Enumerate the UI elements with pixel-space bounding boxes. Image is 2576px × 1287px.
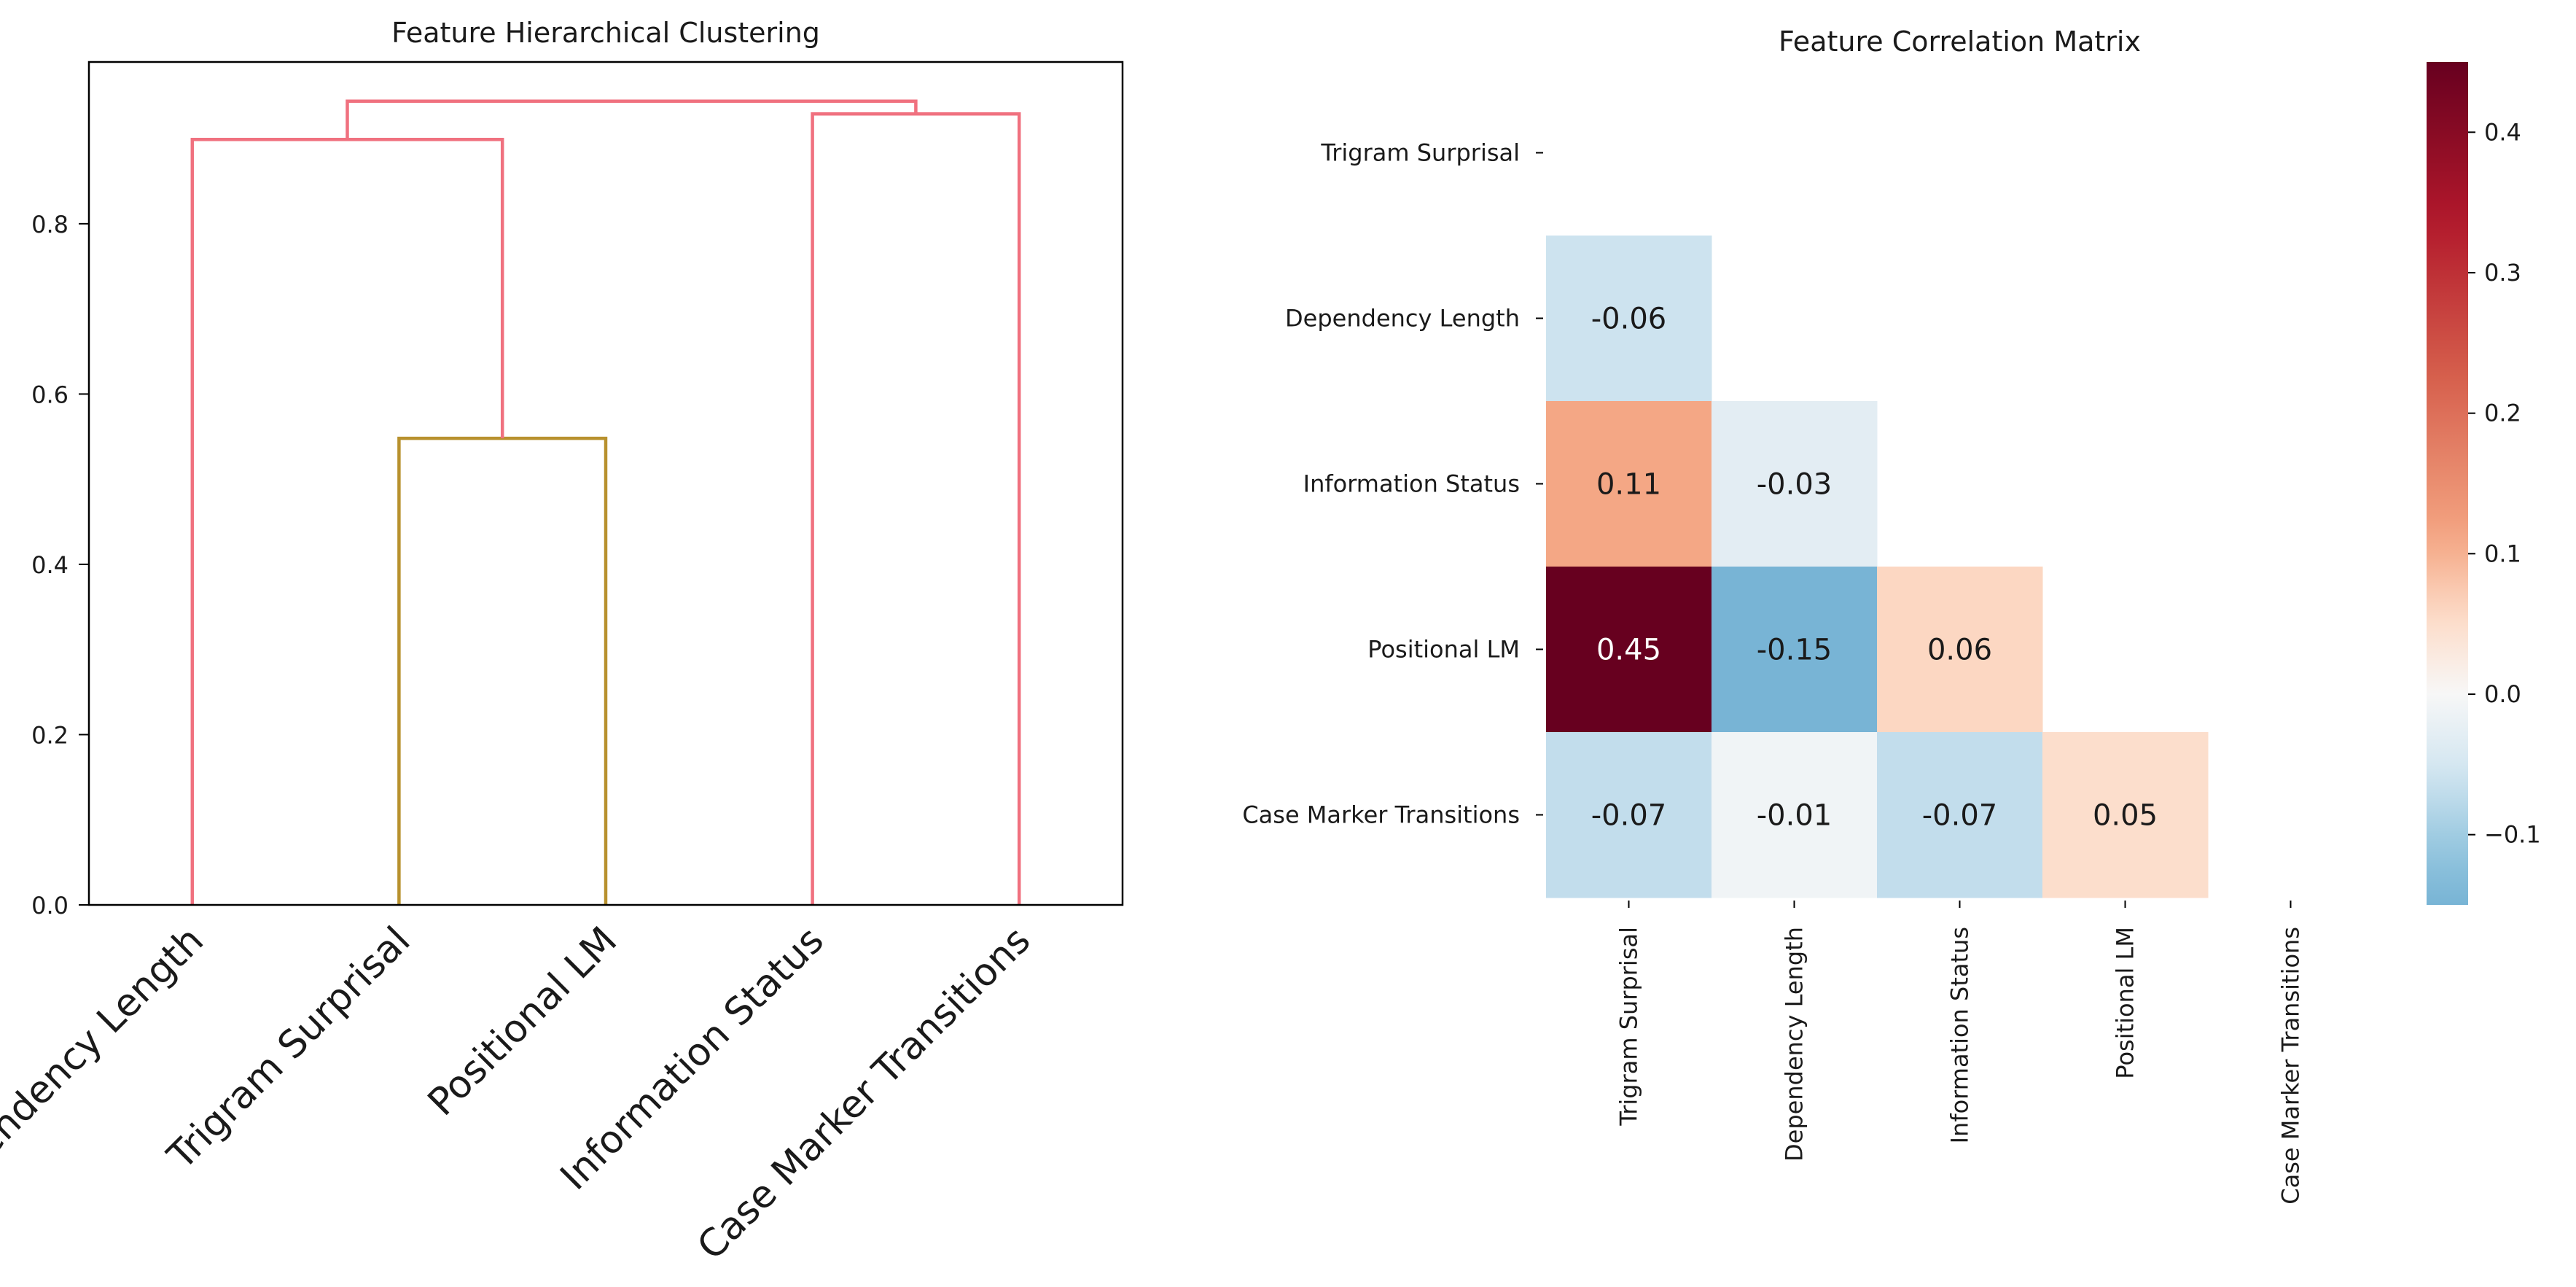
y-tick-label: 0.0 <box>31 892 69 919</box>
heatmap-cell <box>1546 567 1712 733</box>
leaf-label-positional-lm: Positional LM <box>420 919 625 1124</box>
cell-value-label: -0.03 <box>1757 468 1833 502</box>
heatmap-y-label-trigram-surprisal: Trigram Surprisal <box>1320 139 1520 167</box>
colorbar: −0.1 0.0 0.1 0.2 0.3 0.4 <box>2427 62 2541 905</box>
leaf-label-case-marker-transitions: Case Marker Transitions <box>690 919 1039 1269</box>
heatmap-x-label-information-status: Information Status <box>1946 927 1974 1143</box>
y-tick-label: 0.8 <box>31 211 69 238</box>
leaf-label-dependency-length: Dependency Length <box>0 919 212 1219</box>
heatmap-cell <box>2042 732 2209 898</box>
y-tick-label: 0.4 <box>31 551 69 579</box>
heatmap-cell <box>1712 401 1878 567</box>
cell-value-label: -0.15 <box>1757 634 1833 667</box>
colorbar-bar <box>2427 62 2468 905</box>
heatmap-cell <box>1877 732 2043 898</box>
colorbar-tick-label: −0.1 <box>2484 821 2541 849</box>
heatmap-x-label-dependency-length: Dependency Length <box>1781 927 1808 1162</box>
heatmap-y-label-case-marker-transitions: Case Marker Transitions <box>1242 801 1520 829</box>
heatmap-cell <box>1546 401 1712 567</box>
dendrogram-axes-frame <box>87 61 1124 906</box>
cell-value-label: 0.06 <box>1927 634 1992 667</box>
cell-value-label: 0.11 <box>1596 468 1661 502</box>
colorbar-tick-label: 0.4 <box>2484 118 2521 146</box>
cell-value-label: 0.05 <box>2093 799 2158 833</box>
y-tick-label: 0.6 <box>31 381 69 408</box>
heatmap-y-label-dependency-length: Dependency Length <box>1285 305 1520 333</box>
dendrogram-chart: Feature Hierarchical Clustering 0.0 0.2 0.4… <box>0 17 1124 1269</box>
colorbar-tick-label: 0.2 <box>2484 400 2521 427</box>
cell-value-label: -0.07 <box>1922 799 1998 833</box>
colorbar-tick-label: 0.0 <box>2484 680 2521 708</box>
dendrogram-link-c2 <box>190 138 504 905</box>
heatmap-x-label-positional-lm: Positional LM <box>2112 927 2139 1079</box>
cell-value-label: -0.06 <box>1591 303 1667 336</box>
heatmap-title: Feature Correlation Matrix <box>1779 26 2141 58</box>
cell-value-label: -0.01 <box>1757 799 1833 833</box>
heatmap-y-label-positional-lm: Positional LM <box>1367 636 1520 664</box>
heatmap-cell <box>1546 236 1712 402</box>
correlation-heatmap-chart: Feature Correlation Matrix -0.06 0.11 -0.03… <box>1242 26 2304 1205</box>
cell-value-label: -0.07 <box>1591 799 1667 833</box>
heatmap-cell <box>1712 732 1878 898</box>
heatmap-cell <box>1877 567 2043 733</box>
dendrogram-title: Feature Hierarchical Clustering <box>391 17 820 49</box>
y-tick-label: 0.2 <box>31 721 69 749</box>
colorbar-tick-label: 0.3 <box>2484 259 2521 287</box>
heatmap-cell <box>1712 567 1878 733</box>
dendrogram-link-c1 <box>397 436 608 905</box>
heatmap-x-label-trigram-surprisal: Trigram Surprisal <box>1615 927 1643 1127</box>
heatmap-cell <box>1546 732 1712 898</box>
colorbar-tick-label: 0.1 <box>2484 540 2521 567</box>
cell-value-label: 0.45 <box>1596 634 1661 667</box>
heatmap-x-label-case-marker-transitions: Case Marker Transitions <box>2277 927 2305 1205</box>
dendrogram-link-c3 <box>811 112 1021 905</box>
dendrogram-link-c4 <box>346 99 918 140</box>
heatmap-y-label-information-status: Information Status <box>1303 470 1520 498</box>
